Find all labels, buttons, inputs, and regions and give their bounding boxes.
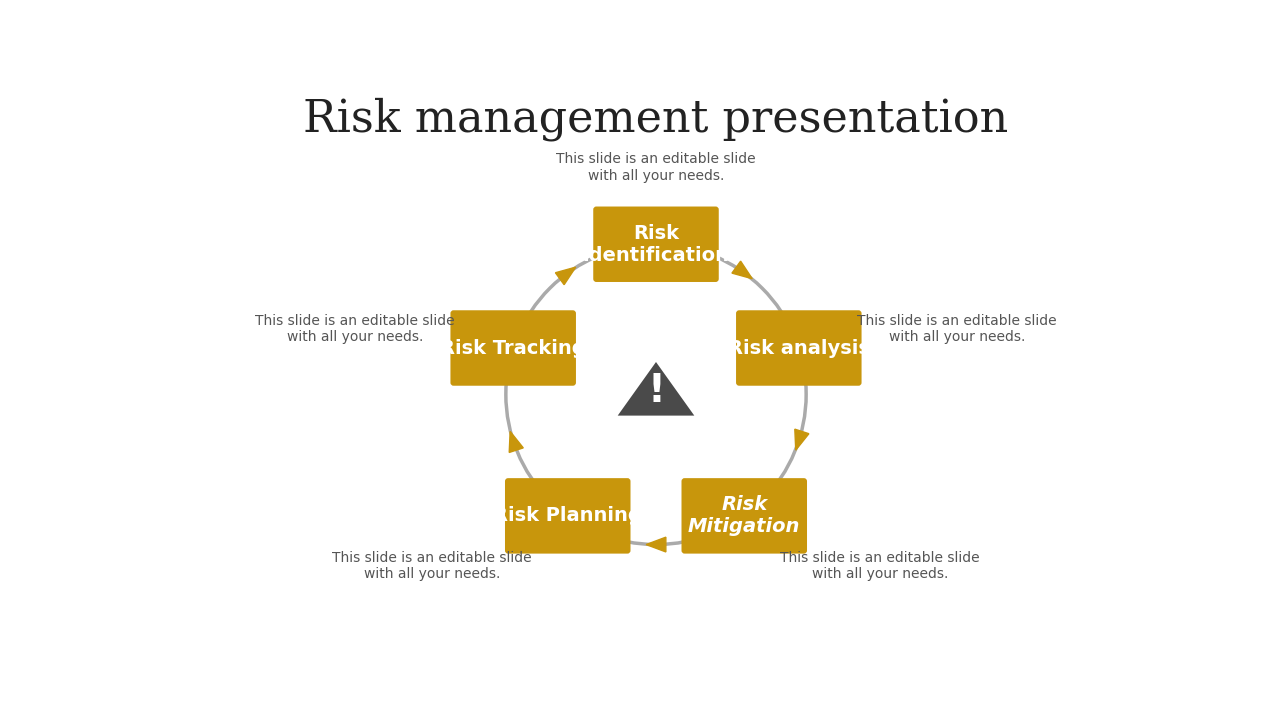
Text: Risk analysis: Risk analysis: [728, 338, 869, 358]
FancyBboxPatch shape: [451, 310, 576, 386]
FancyBboxPatch shape: [681, 478, 806, 554]
Polygon shape: [732, 261, 753, 279]
Polygon shape: [556, 267, 576, 284]
FancyBboxPatch shape: [736, 310, 861, 386]
Text: This slide is an editable slide
with all your needs.: This slide is an editable slide with all…: [332, 551, 531, 581]
Text: This slide is an editable slide
with all your needs.: This slide is an editable slide with all…: [255, 314, 454, 344]
Polygon shape: [646, 537, 666, 552]
Text: This slide is an editable slide
with all your needs.: This slide is an editable slide with all…: [557, 153, 755, 183]
Text: Risk
Mitigation: Risk Mitigation: [689, 495, 800, 536]
Text: This slide is an editable slide
with all your needs.: This slide is an editable slide with all…: [781, 551, 980, 581]
FancyBboxPatch shape: [593, 207, 719, 282]
Text: !: !: [648, 372, 664, 410]
Polygon shape: [613, 359, 699, 418]
Text: Risk Planning: Risk Planning: [493, 506, 643, 526]
Text: Risk Tracking: Risk Tracking: [440, 338, 586, 358]
FancyBboxPatch shape: [506, 478, 631, 554]
Text: This slide is an editable slide
with all your needs.: This slide is an editable slide with all…: [858, 314, 1057, 344]
Polygon shape: [509, 431, 524, 452]
Text: Risk
identification: Risk identification: [582, 224, 730, 265]
Polygon shape: [795, 429, 809, 450]
Text: Risk management presentation: Risk management presentation: [303, 97, 1009, 140]
